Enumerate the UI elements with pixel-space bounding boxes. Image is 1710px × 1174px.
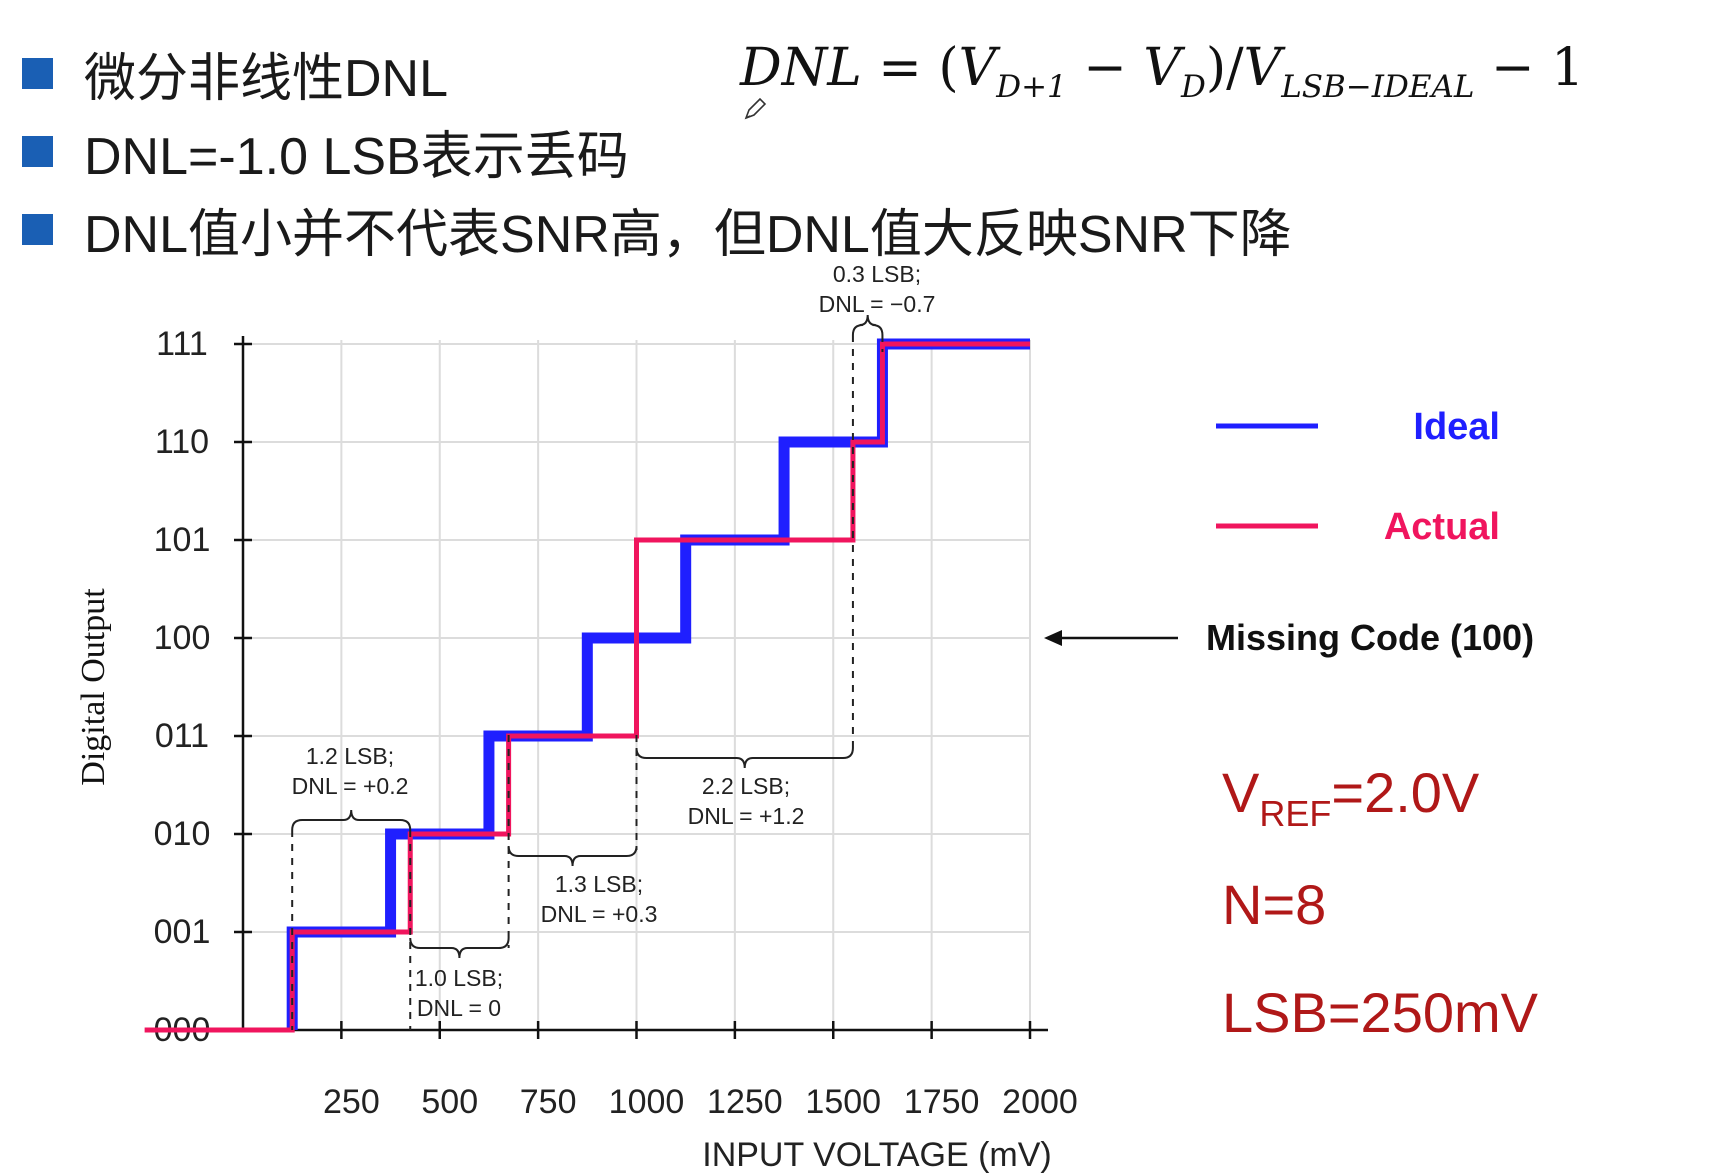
bullet-3: DNL值小并不代表SNR高，但DNL值大反映SNR下降 xyxy=(22,192,1292,267)
legend-ideal-label: Ideal xyxy=(1413,406,1500,448)
missing-code-arrow-head xyxy=(1044,630,1062,646)
bullet-text: DNL=-1.0 LSB表示丢码 xyxy=(84,128,629,186)
y-axis-label: Digital Output xyxy=(75,588,112,786)
brace xyxy=(291,809,412,831)
vref-param: VREF=2.0V xyxy=(1222,761,1480,834)
annotation-4-line1: 2.2 LSB; xyxy=(702,773,790,799)
series xyxy=(144,338,1030,1033)
annotation-3-line1: 1.3 LSB; xyxy=(555,871,643,897)
x-tick-label: 1250 xyxy=(707,1083,783,1121)
axes: 250 500 750 1000 1250 1500 1750 200000000101001… xyxy=(75,325,1078,1174)
x-tick-label: 500 xyxy=(421,1083,478,1121)
bullet-1: 微分非线性DNL xyxy=(22,36,448,111)
annotation-4-line2: DNL = +1.2 xyxy=(688,803,805,829)
x-tick-label: 1500 xyxy=(805,1083,881,1121)
y-tick-label: 101 xyxy=(154,521,211,559)
y-tick-label: 100 xyxy=(154,619,211,657)
annotation-2-line1: 1.0 LSB; xyxy=(415,965,503,991)
annotations: 1.2 LSB; DNL = +0.2 1.0 LSB; DNL = 0 1.3 LSB… xyxy=(291,261,1534,1030)
annotation-2-line2: DNL = 0 xyxy=(417,995,501,1021)
missing-code-label: Missing Code (100) xyxy=(1206,617,1534,658)
x-tick-label: 250 xyxy=(323,1083,380,1121)
bullet-square-icon xyxy=(22,58,53,89)
brace xyxy=(635,747,854,769)
dnl-formula: DNL = (VD+1 − VD)/VLSB−IDEAL − 1 xyxy=(740,38,1585,105)
bullet-text: DNL值小并不代表SNR高，但DNL值大反映SNR下降 xyxy=(84,206,1292,264)
legend-actual-label: Actual xyxy=(1384,506,1500,548)
brace xyxy=(507,845,638,867)
bullet-square-icon xyxy=(22,136,53,167)
pencil-icon xyxy=(744,97,767,120)
lsb-param: LSB=250mV xyxy=(1222,981,1538,1044)
x-tick-label: 2000 xyxy=(1002,1083,1078,1121)
y-tick-label: 110 xyxy=(155,423,209,461)
n-param: N=8 xyxy=(1222,873,1327,936)
bullet-square-icon xyxy=(22,214,53,245)
x-tick-label: 750 xyxy=(520,1083,577,1121)
annotation-1-line1: 1.2 LSB; xyxy=(306,743,394,769)
x-tick-label: 1000 xyxy=(609,1083,685,1121)
y-tick-label: 010 xyxy=(154,815,211,853)
x-tick-label: 1750 xyxy=(904,1083,980,1121)
brace xyxy=(851,314,884,336)
annotation-1-line2: DNL = +0.2 xyxy=(292,773,409,799)
series-ideal-line xyxy=(286,338,1030,1030)
x-axis-label: INPUT VOLTAGE (mV) xyxy=(702,1136,1051,1174)
y-tick-label: 111 xyxy=(156,325,208,363)
y-tick-label: 001 xyxy=(154,913,211,951)
annotation-3-line2: DNL = +0.3 xyxy=(541,901,658,927)
bullet-2: DNL=-1.0 LSB表示丢码 xyxy=(22,114,629,189)
brace xyxy=(409,937,510,959)
annotation-5-line2: DNL = −0.7 xyxy=(819,291,936,317)
legend: Ideal Actual xyxy=(1216,406,1500,548)
bullet-text: 微分非线性DNL xyxy=(84,50,449,108)
y-tick-label: 011 xyxy=(155,717,209,755)
annotation-5-line1: 0.3 LSB; xyxy=(833,261,921,287)
